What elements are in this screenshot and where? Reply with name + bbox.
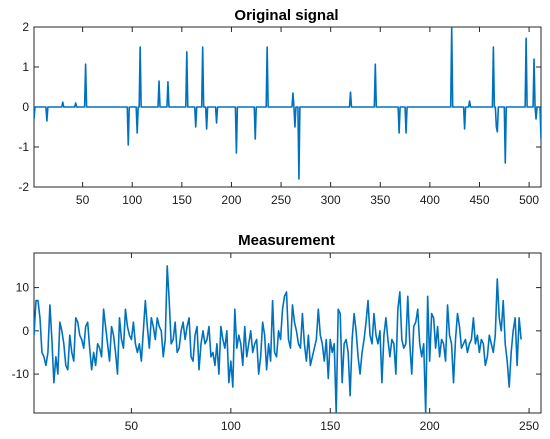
signal-x-tick-label: 300 — [321, 193, 341, 207]
measurement-x-tick-label: 150 — [320, 419, 340, 433]
measurement-chart-title: Measurement — [238, 232, 335, 249]
signal-series-line — [34, 27, 541, 180]
measurement-x-tick-label: 250 — [519, 419, 539, 433]
signal-chart: Original signal 50 100 150 200 250 300 350 400 4… — [18, 7, 542, 207]
signal-tick-labels: 50 100 150 200 250 300 350 400 450 500 -2 -1 0 1 2 — [18, 20, 539, 207]
signal-x-tick-label: 200 — [221, 193, 241, 207]
signal-y-tick-label: 2 — [22, 20, 29, 34]
signal-x-tick-label: 250 — [271, 193, 291, 207]
signal-x-tick-label: 400 — [420, 193, 440, 207]
measurement-x-tick-label: 50 — [125, 419, 139, 433]
measurement-y-tick-label: 10 — [16, 281, 30, 295]
signal-x-tick-label: 150 — [172, 193, 192, 207]
measurement-x-tick-label: 100 — [221, 419, 241, 433]
measurement-tick-labels: 50 100 150 200 250 -10 0 10 — [12, 281, 540, 433]
measurement-series — [34, 265, 522, 413]
measurement-y-tick-label: -10 — [12, 367, 30, 381]
signal-y-tick-label: 1 — [22, 60, 29, 74]
signal-x-tick-label: 500 — [519, 193, 539, 207]
signal-series — [34, 27, 541, 180]
signal-x-tick-label: 50 — [76, 193, 90, 207]
signal-chart-title: Original signal — [234, 7, 338, 24]
measurement-y-tick-label: 0 — [22, 324, 29, 338]
signal-x-tick-label: 350 — [370, 193, 390, 207]
measurement-chart: Measurement 50 100 150 200 250 -10 0 10 — [12, 232, 542, 433]
signal-y-tick-label: -2 — [18, 180, 29, 194]
measurement-series-line — [34, 265, 522, 413]
signal-y-tick-label: -1 — [18, 140, 29, 154]
measurement-x-tick-label: 200 — [420, 419, 440, 433]
signal-x-tick-label: 100 — [122, 193, 142, 207]
signal-y-tick-label: 0 — [22, 100, 29, 114]
signal-x-tick-label: 450 — [469, 193, 489, 207]
